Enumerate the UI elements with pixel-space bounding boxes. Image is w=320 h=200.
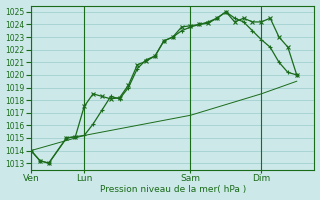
X-axis label: Pression niveau de la mer( hPa ): Pression niveau de la mer( hPa ) bbox=[100, 185, 246, 194]
